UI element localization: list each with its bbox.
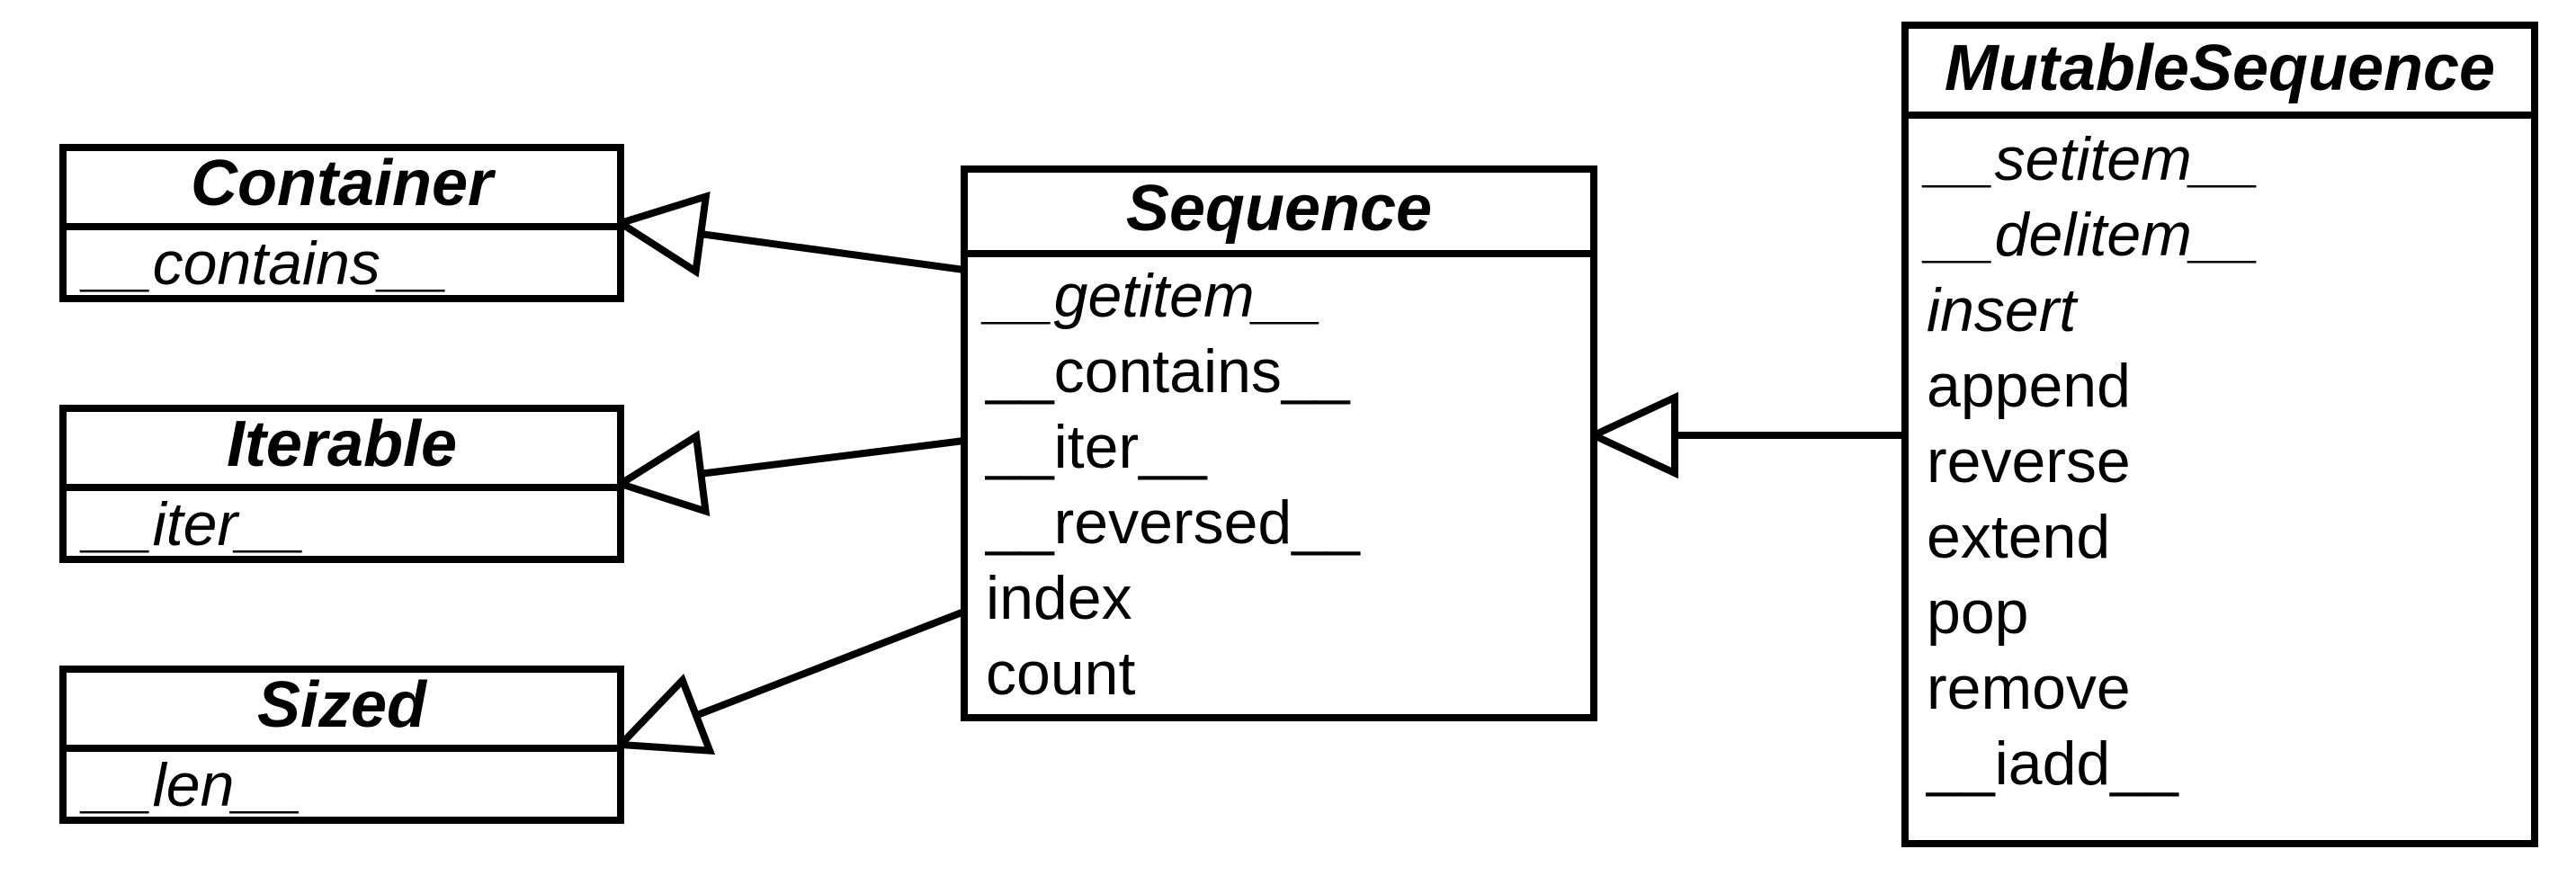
class-box-sequence: Sequence __getitem__ __contains__ __iter__ _…: [964, 169, 1594, 718]
class-method-container-0: __contains__: [79, 229, 449, 298]
class-title-sized: Sized: [257, 669, 428, 741]
class-method-mutable-8: __iadd__: [1925, 729, 2179, 798]
class-box-iterable: Iterable __iter__: [63, 408, 621, 559]
class-method-sequence-2: __iter__: [984, 413, 1208, 481]
class-method-mutable-1: __delitem__: [1921, 201, 2259, 269]
class-method-sequence-1: __contains__: [984, 337, 1351, 406]
class-method-mutable-0: __setitem__: [1921, 125, 2259, 193]
class-method-mutable-2: insert: [1927, 276, 2079, 344]
uml-diagram-canvas: Container __contains__ Iterable __iter__ Siz…: [0, 0, 2576, 876]
class-method-mutable-4: reverse: [1927, 427, 2131, 496]
class-method-mutable-5: extend: [1927, 503, 2110, 571]
class-title-container: Container: [191, 147, 496, 219]
class-method-sequence-4: index: [986, 564, 1132, 632]
class-box-container: Container __contains__: [63, 147, 621, 299]
class-box-sized: Sized __len__: [63, 669, 621, 820]
class-method-sized-0: __len__: [79, 751, 302, 819]
class-title-sequence: Sequence: [1126, 173, 1432, 245]
class-box-mutable: MutableSequence __setitem__ __delitem__ins…: [1905, 25, 2535, 844]
class-title-iterable: Iterable: [227, 408, 457, 480]
class-method-sequence-3: __reversed__: [984, 488, 1361, 557]
class-method-mutable-6: pop: [1927, 578, 2028, 647]
class-method-iterable-0: __iter__: [79, 490, 306, 559]
class-method-mutable-7: remove: [1927, 654, 2131, 722]
class-method-sequence-0: __getitem__: [980, 262, 1322, 330]
class-title-mutable: MutableSequence: [1945, 32, 2495, 104]
class-method-mutable-3: append: [1927, 352, 2131, 420]
class-method-sequence-5: count: [986, 639, 1135, 708]
